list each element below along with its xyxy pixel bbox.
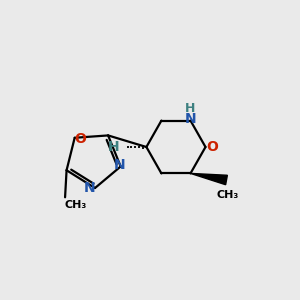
Text: CH₃: CH₃ <box>217 190 239 200</box>
Text: CH₃: CH₃ <box>64 200 87 210</box>
Text: N: N <box>185 112 196 126</box>
Text: N: N <box>84 181 95 195</box>
Text: H: H <box>185 101 196 115</box>
Text: O: O <box>206 140 218 154</box>
Text: H: H <box>108 140 119 154</box>
Text: N: N <box>113 158 125 172</box>
Polygon shape <box>190 173 227 185</box>
Text: O: O <box>75 132 87 146</box>
